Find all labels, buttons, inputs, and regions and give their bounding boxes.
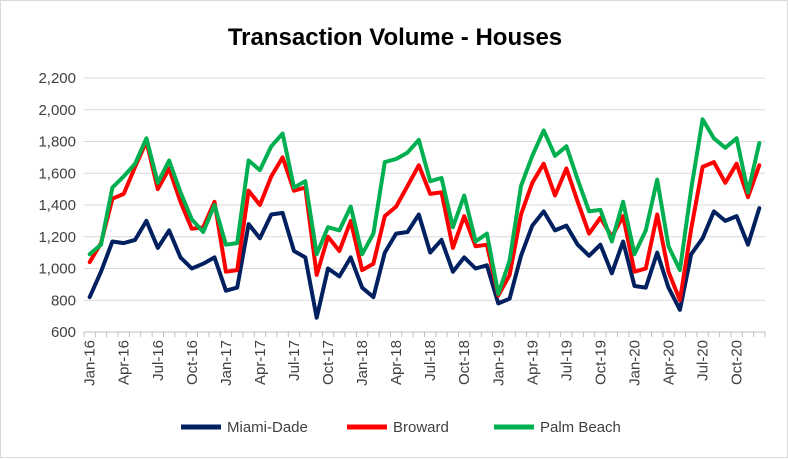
y-tick-label: 1,800 bbox=[38, 134, 76, 151]
legend-label: Palm Beach bbox=[540, 419, 621, 436]
series-line-miami-dade bbox=[87, 206, 762, 320]
y-tick-label: 1,000 bbox=[38, 261, 76, 278]
x-tick-label: Jan-18 bbox=[354, 340, 371, 386]
chart-title: Transaction Volume - Houses bbox=[228, 24, 562, 51]
x-tick-label: Apr-20 bbox=[661, 340, 678, 385]
x-tick-label: Oct-20 bbox=[729, 340, 746, 385]
x-tick-label: Jul-18 bbox=[422, 340, 439, 381]
axes bbox=[83, 331, 766, 337]
x-tick-label: Apr-18 bbox=[388, 340, 405, 385]
y-tick-label: 1,200 bbox=[38, 229, 76, 246]
series-lines bbox=[87, 117, 762, 320]
x-tick-label: Jan-16 bbox=[82, 340, 99, 386]
x-tick-label: Jan-19 bbox=[490, 340, 507, 386]
legend: Miami-Dade Broward Palm Beach bbox=[181, 419, 621, 436]
x-tick-label: Oct-19 bbox=[592, 340, 609, 385]
series-line-palm-beach bbox=[87, 117, 762, 296]
x-tick-label: Jul-16 bbox=[150, 340, 167, 381]
legend-label: Broward bbox=[393, 419, 449, 436]
y-tick-label: 1,600 bbox=[38, 165, 76, 182]
x-tick-label: Jul-20 bbox=[695, 340, 712, 381]
x-tick-label: Oct-16 bbox=[184, 340, 201, 385]
x-tick-label: Oct-17 bbox=[320, 340, 337, 385]
x-tick-label: Apr-17 bbox=[252, 340, 269, 385]
x-tick-label: Jan-17 bbox=[218, 340, 235, 386]
x-tick-label: Oct-18 bbox=[456, 340, 473, 385]
y-tick-label: 800 bbox=[51, 292, 76, 309]
x-tick-label: Jul-19 bbox=[558, 340, 575, 381]
x-axis-tick-labels: Jan-16 Apr-16 Jul-16 Oct-16 Jan-17 Apr-17 Jul-… bbox=[82, 340, 746, 386]
x-tick-label: Jul-17 bbox=[286, 340, 303, 381]
y-tick-label: 2,200 bbox=[38, 70, 76, 87]
legend-label: Miami-Dade bbox=[227, 419, 308, 436]
y-tick-label: 1,400 bbox=[38, 197, 76, 214]
x-tick-label: Jan-20 bbox=[626, 340, 643, 386]
y-tick-label: 600 bbox=[51, 324, 76, 341]
y-axis-tick-labels: 600 800 1,000 1,200 1,400 1,600 1,800 2,000 2,20… bbox=[38, 70, 76, 341]
x-tick-label: Apr-16 bbox=[116, 340, 133, 385]
y-tick-label: 2,000 bbox=[38, 102, 76, 119]
x-tick-label: Apr-19 bbox=[524, 340, 541, 385]
